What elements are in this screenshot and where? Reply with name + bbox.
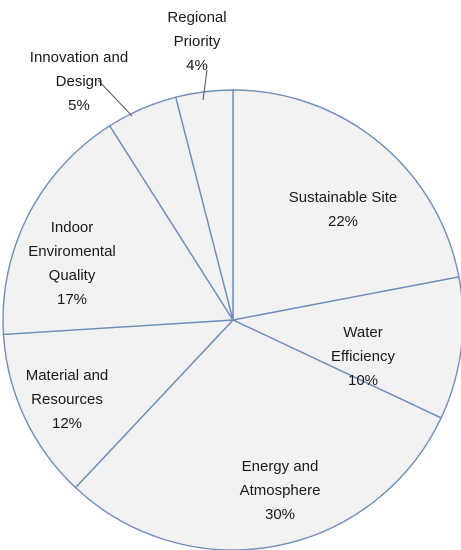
slice-label: Sustainable Site 22% bbox=[289, 189, 397, 230]
slice-label-line: Enviromental bbox=[28, 243, 116, 260]
slice-label-line: Indoor bbox=[51, 219, 94, 236]
slice-label-line: Design bbox=[56, 73, 103, 90]
slice-label-line: 5% bbox=[68, 97, 90, 114]
slice-label: Regional Priority 4% bbox=[167, 9, 226, 74]
slice-label: Energy and Atmosphere 30% bbox=[240, 458, 321, 523]
slice-label: Water Efficiency 10% bbox=[331, 324, 395, 389]
slice-label-line: Innovation and bbox=[30, 49, 128, 66]
slice-label: Indoor Enviromental Quality 17% bbox=[28, 219, 116, 308]
slice-label-line: 22% bbox=[328, 213, 358, 230]
slice-label-line: Sustainable Site bbox=[289, 189, 397, 206]
slice-label-line: 12% bbox=[52, 415, 82, 432]
pie-slice-energy-and-atmosphere bbox=[74, 319, 443, 550]
leader-line bbox=[97, 79, 133, 117]
slice-label-line: Quality bbox=[49, 267, 96, 284]
slice-label: Material and Resources 12% bbox=[26, 367, 109, 432]
slice-label-line: Priority bbox=[174, 33, 221, 50]
leader-line bbox=[202, 69, 208, 101]
slice-label-line: Resources bbox=[31, 391, 103, 408]
slice-label-line: Regional bbox=[167, 9, 226, 26]
pie-slice-indoor-enviromental-quality bbox=[2, 124, 235, 336]
slice-label-line: 30% bbox=[265, 506, 295, 523]
slice-label-line: 10% bbox=[348, 372, 378, 389]
slice-label-line: Efficiency bbox=[331, 348, 395, 365]
slice-label-line: 4% bbox=[186, 57, 208, 74]
leader-lines bbox=[97, 69, 208, 117]
slice-label-line: Water bbox=[343, 324, 382, 341]
pie-slices bbox=[2, 89, 461, 550]
slice-label-line: Energy and bbox=[242, 458, 319, 475]
slice-labels: Sustainable Site 22% Water Efficiency 10% Ene… bbox=[26, 9, 397, 523]
slice-label-line: 17% bbox=[57, 291, 87, 308]
pie-slice-water-efficiency bbox=[230, 276, 461, 419]
slice-label-line: Atmosphere bbox=[240, 482, 321, 499]
slice-label-line: Material and bbox=[26, 367, 109, 384]
pie-slice-sustainable-site bbox=[232, 89, 460, 321]
slice-label: Innovation and Design 5% bbox=[30, 49, 128, 114]
pie-slice-material-and-resources bbox=[2, 319, 235, 489]
